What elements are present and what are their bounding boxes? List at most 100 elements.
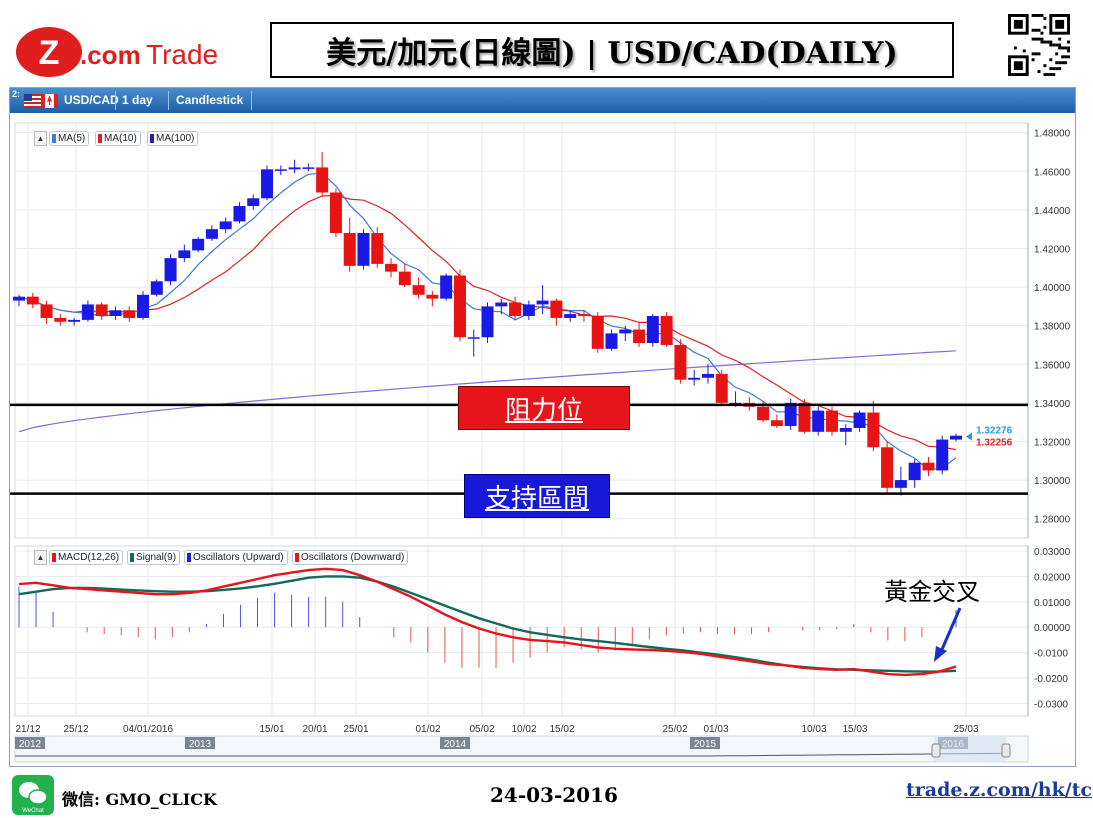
price-legend-toggle[interactable]: ▲	[34, 131, 47, 146]
candle	[95, 304, 108, 317]
report-date: 24-03-2016	[490, 783, 618, 807]
candle	[564, 314, 577, 318]
candle	[536, 300, 549, 305]
candle	[867, 412, 880, 448]
candle	[784, 402, 797, 427]
x-tick-label: 25/03	[953, 724, 978, 735]
candle	[164, 258, 177, 282]
candle	[26, 296, 39, 305]
period-button[interactable]: 1 day	[122, 93, 153, 107]
candle	[591, 316, 604, 349]
legend-macd-label: MACD(12,26)	[58, 552, 120, 563]
legend-osc-down-label: Oscillators (Downward)	[301, 552, 405, 563]
price-y-tick: 1.48000	[1034, 129, 1071, 140]
candle	[123, 310, 136, 318]
macd-y-tick: -0.0300	[1034, 699, 1068, 710]
wechat-icon-text: WeChat	[22, 808, 44, 814]
symbol-button[interactable]: USD/CAD	[64, 93, 119, 107]
candle	[205, 229, 218, 239]
legend-ma100[interactable]: MA(100)	[147, 131, 199, 146]
navigator-year-tag	[15, 737, 45, 749]
candle	[453, 275, 466, 338]
candle	[412, 285, 425, 295]
candle	[150, 281, 163, 295]
legend-signal-label: Signal(9)	[136, 552, 177, 563]
candle	[825, 410, 838, 432]
candle	[261, 169, 274, 199]
price-y-tick: 1.28000	[1034, 515, 1071, 526]
candle	[770, 420, 783, 427]
legend-ma10[interactable]: MA(10)	[95, 131, 141, 146]
candle	[467, 337, 480, 339]
x-tick-label: 01/02	[415, 724, 440, 735]
resistance-label: 阻力位	[458, 386, 630, 430]
x-tick-label: 15/02	[549, 724, 574, 735]
logo-z-letter: Z	[39, 34, 60, 72]
candle	[13, 296, 25, 301]
price-y-tick: 1.44000	[1034, 206, 1071, 217]
candle	[274, 169, 287, 171]
chart-toolbar	[10, 88, 1075, 113]
candle	[357, 233, 370, 266]
x-tick-label: 15/01	[259, 724, 284, 735]
macd-y-tick: -0.0100	[1034, 649, 1068, 660]
candle	[757, 406, 770, 421]
candle	[440, 275, 453, 299]
x-tick-label: 25/02	[662, 724, 687, 735]
candle	[619, 329, 632, 334]
legend-signal[interactable]: Signal(9)	[127, 550, 181, 565]
navigator-right-handle[interactable]	[1001, 743, 1011, 758]
candle	[371, 233, 384, 264]
candle	[715, 373, 728, 403]
candle	[798, 402, 811, 432]
toolbar-divider	[168, 91, 169, 110]
candle	[577, 314, 590, 317]
navigator-panel	[14, 735, 1029, 763]
legend-osc-up[interactable]: Oscillators (Upward)	[184, 550, 288, 565]
legend-ma10-label: MA(10)	[104, 133, 137, 144]
macd-y-tick: 0.01000	[1034, 598, 1071, 609]
price-y-tick: 1.32000	[1034, 437, 1071, 448]
candle	[701, 373, 714, 378]
candle	[936, 439, 949, 471]
candle	[398, 271, 411, 286]
candle	[481, 306, 494, 338]
candle	[674, 344, 687, 380]
legend-osc-down[interactable]: Oscillators (Downward)	[292, 550, 409, 565]
candle	[522, 304, 535, 317]
candle	[950, 435, 962, 440]
macd-y-tick: 0.03000	[1034, 547, 1071, 558]
price-y-tick: 1.38000	[1034, 322, 1071, 333]
candle	[853, 412, 866, 428]
x-tick-label: 21/12	[15, 724, 40, 735]
chart-type-button[interactable]: Candlestick	[176, 93, 244, 107]
navigator-window	[934, 737, 1006, 761]
legend-macd[interactable]: MACD(12,26)	[49, 550, 124, 565]
chart-index: 2:	[12, 89, 21, 99]
navigator-year-label: 2013	[189, 739, 212, 750]
navigator-left-handle[interactable]	[931, 743, 941, 758]
macd-legend-toggle[interactable]: ▲	[34, 550, 47, 565]
x-tick-label: 05/02	[469, 724, 494, 735]
x-tick-label: 15/03	[842, 724, 867, 735]
candle	[605, 333, 618, 349]
x-tick-label: 10/02	[511, 724, 536, 735]
golden-cross-label: 黃金交叉	[884, 578, 980, 606]
candle	[660, 316, 673, 345]
price-chart[interactable]: 1.48000 1.46000 1.44000 1.42000 1.40000 1.380…	[10, 113, 1075, 766]
x-tick-label: 10/03	[801, 724, 826, 735]
legend-ma5[interactable]: MA(5)	[49, 131, 90, 146]
candle	[302, 167, 315, 169]
price-panel	[14, 122, 1029, 539]
logo-z-badge	[16, 27, 82, 77]
candle	[812, 410, 825, 432]
x-tick-label: 01/03	[703, 724, 728, 735]
legend-ma5-label: MA(5)	[58, 133, 86, 144]
candle	[40, 304, 53, 318]
website-link[interactable]: trade.z.com/hk/tc	[906, 779, 1093, 801]
ma10-line	[18, 194, 957, 451]
candle	[109, 310, 122, 317]
support-label: 支持區間	[464, 474, 610, 518]
candle	[81, 304, 94, 320]
qr-code-icon	[1008, 14, 1070, 76]
